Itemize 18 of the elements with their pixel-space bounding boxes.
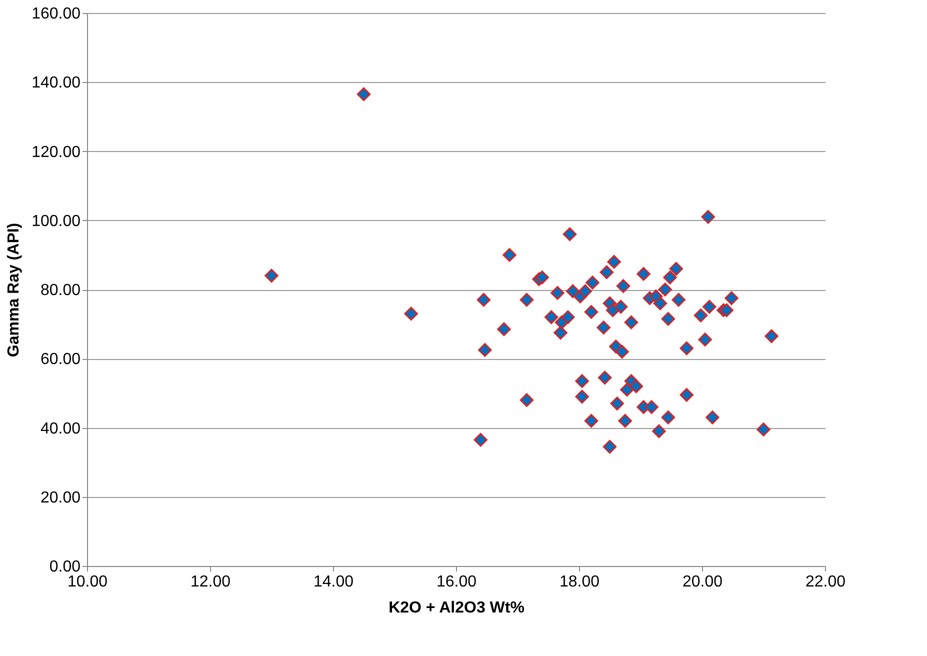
x-tick-label: 12.00 xyxy=(190,574,231,590)
x-tick-label: 16.00 xyxy=(436,574,477,590)
y-axis-title: Gamma Ray (API) xyxy=(6,222,23,358)
y-tick-label: 140.00 xyxy=(32,74,81,92)
y-tick-label: 160.00 xyxy=(32,6,81,22)
x-tick-label: 20.00 xyxy=(682,574,723,590)
x-tick-label: 22.00 xyxy=(805,574,846,590)
y-tick-label: 80.00 xyxy=(40,282,81,299)
x-axis-title: K2O + Al2O3 Wt% xyxy=(388,600,524,616)
y-tick-label: 20.00 xyxy=(40,489,81,506)
y-tick-label: 0.00 xyxy=(49,558,81,576)
x-tick-label: 18.00 xyxy=(559,574,600,590)
y-tick-label: 100.00 xyxy=(32,212,81,230)
x-tick-label: 14.00 xyxy=(313,574,354,590)
x-tick-label: 10.00 xyxy=(67,574,108,590)
y-tick-label: 60.00 xyxy=(40,351,81,368)
y-tick-label: 120.00 xyxy=(32,144,81,161)
y-tick-label: 40.00 xyxy=(40,420,81,438)
